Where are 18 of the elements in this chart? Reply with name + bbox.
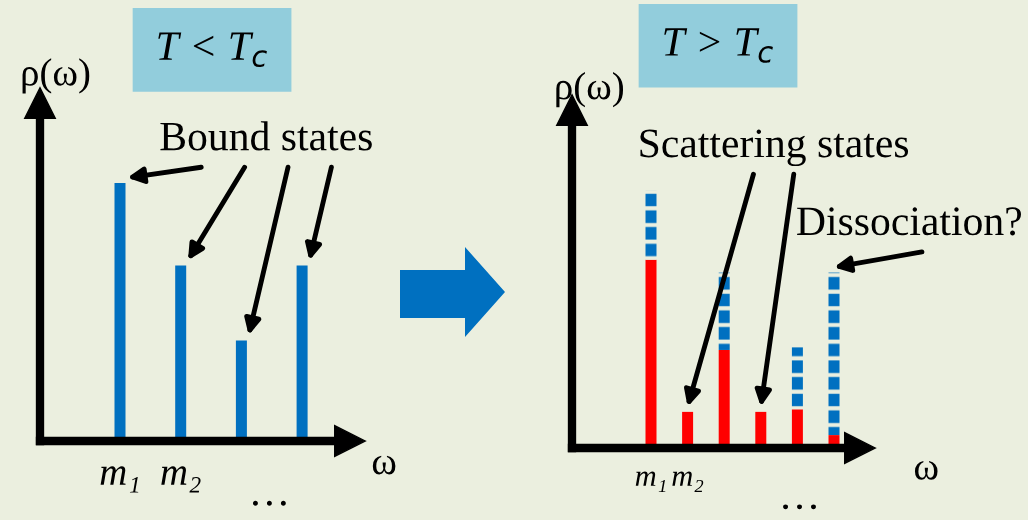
x-axis-title: ω — [914, 461, 938, 480]
bar — [791, 347, 803, 410]
x-tick-label: m₁ — [635, 471, 666, 493]
chart-title: T > T$_{c}$ — [664, 28, 773, 63]
bar — [645, 190, 657, 260]
y-axis-title: ρ(ω) — [556, 72, 624, 108]
text: Bound states — [160, 121, 372, 151]
chart-title: T < T$_{c}$ — [158, 32, 267, 67]
x-tick-label: m₂ — [161, 466, 201, 493]
x-axis-title: ω — [372, 455, 396, 475]
y-axis-title: ρ(ω) — [22, 58, 90, 94]
text: Scattering states — [640, 129, 909, 167]
x-tick-label: m₂ — [672, 471, 704, 493]
text: … — [252, 500, 286, 506]
annotation: Dissociation? — [797, 207, 1021, 236]
text: … — [783, 504, 816, 510]
x-tick-label: m₁ — [100, 466, 139, 493]
bar — [828, 272, 840, 436]
